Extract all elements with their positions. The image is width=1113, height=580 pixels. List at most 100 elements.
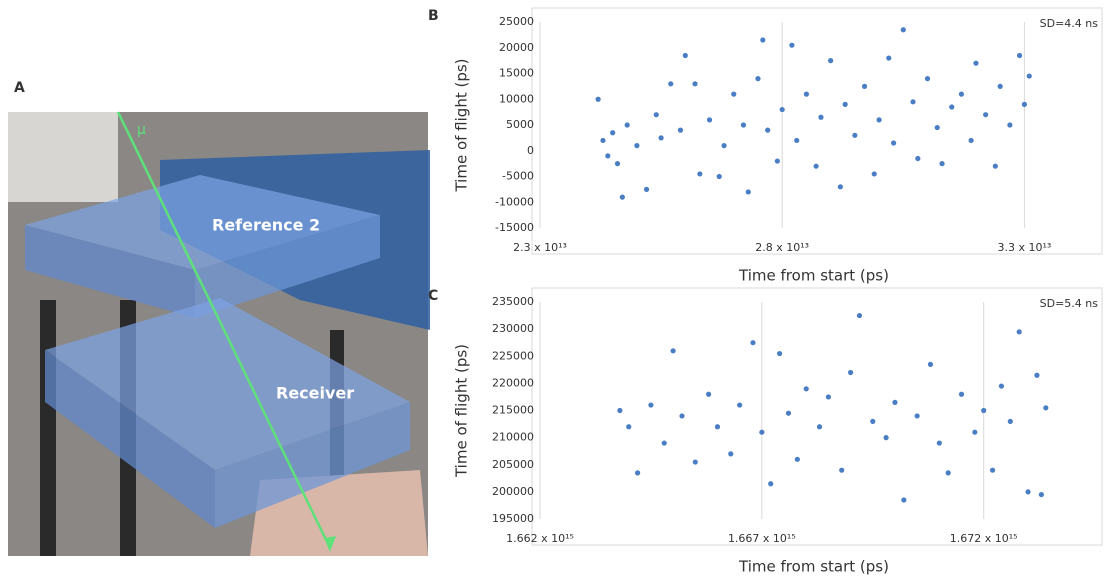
point <box>760 37 766 43</box>
point <box>706 391 712 397</box>
point <box>658 135 664 141</box>
point <box>949 104 955 110</box>
point <box>1026 73 1032 79</box>
y-tick-label: 210000 <box>492 431 534 444</box>
point <box>958 391 965 397</box>
point <box>945 470 951 476</box>
point <box>852 132 858 138</box>
reference-box-side <box>25 225 195 318</box>
point <box>803 91 810 97</box>
x-tick-label: 2.8 x 10¹³ <box>755 241 809 254</box>
point <box>870 418 876 424</box>
point <box>721 143 727 149</box>
y-tick-label: -15000 <box>495 221 534 234</box>
point <box>992 163 998 169</box>
point <box>901 497 907 503</box>
reference-label: Reference 2 <box>212 216 320 235</box>
point <box>1016 52 1023 59</box>
point <box>692 81 698 87</box>
receiver-box-top <box>45 298 410 470</box>
point <box>813 163 819 169</box>
point <box>828 58 834 64</box>
point <box>973 60 979 66</box>
y-tick-label: 215000 <box>492 404 534 417</box>
y-tick-label: 200000 <box>492 485 534 498</box>
point <box>706 117 713 123</box>
receiver-box-front <box>215 402 410 528</box>
point <box>936 440 942 446</box>
point <box>968 137 974 144</box>
point <box>794 137 800 144</box>
annotation: SD=5.4 ns <box>1040 297 1099 310</box>
point <box>624 122 630 128</box>
y-tick-label: 220000 <box>492 376 534 389</box>
x-tick-label: 1.667 x 10¹⁵ <box>728 532 796 545</box>
point <box>794 456 800 462</box>
point <box>939 161 945 167</box>
point <box>677 127 684 133</box>
point <box>1034 372 1040 378</box>
point <box>981 407 987 414</box>
receiver-box-side <box>45 350 215 528</box>
point <box>692 459 698 465</box>
y-tick-label: -10000 <box>495 195 534 208</box>
point <box>737 402 743 408</box>
point <box>1021 101 1028 107</box>
point <box>816 424 823 430</box>
point <box>595 96 601 102</box>
point <box>765 127 771 133</box>
point <box>731 91 737 97</box>
point <box>661 440 667 446</box>
photo: A μ Reference 2 Receiver <box>8 80 430 556</box>
y-tick-label: 0 <box>527 144 534 157</box>
point <box>614 161 621 167</box>
muon-track <box>116 111 332 549</box>
point <box>619 194 625 200</box>
point <box>716 173 722 180</box>
point <box>682 52 688 59</box>
point <box>803 386 809 392</box>
point <box>785 410 792 416</box>
point <box>617 407 623 414</box>
point <box>998 383 1005 389</box>
point <box>759 429 765 435</box>
point <box>789 42 795 48</box>
point <box>997 83 1003 89</box>
chart-frame <box>531 7 1103 255</box>
point <box>856 312 863 319</box>
point <box>679 413 685 419</box>
y-tick-label: 235000 <box>492 295 534 308</box>
point <box>891 140 897 146</box>
point <box>892 399 898 405</box>
point <box>605 153 611 159</box>
point <box>728 451 734 457</box>
point <box>668 81 674 87</box>
y-tick-label: 205000 <box>492 458 534 471</box>
x-tick-label: 3.3 x 10¹³ <box>997 241 1051 254</box>
point <box>1016 329 1022 335</box>
point <box>989 467 996 473</box>
panel-label: B <box>428 8 439 24</box>
point <box>750 340 756 346</box>
point <box>886 55 892 61</box>
point <box>697 171 703 177</box>
point <box>635 470 641 476</box>
point <box>983 112 989 118</box>
stand-leg <box>40 300 56 556</box>
point <box>714 424 721 430</box>
point <box>924 76 931 82</box>
y-axis-title: Time of flight (ps) <box>453 58 471 192</box>
y-tick-label: 5000 <box>506 118 534 131</box>
panel-label: C <box>428 288 438 304</box>
x-axis-title: Time from start (ps) <box>738 267 889 285</box>
point <box>1043 405 1049 411</box>
reference-box-front <box>195 215 380 318</box>
x-tick-label: 1.672 x 10¹⁵ <box>950 532 1018 545</box>
point <box>842 101 848 107</box>
panel-label: A <box>14 80 25 96</box>
point <box>643 186 650 192</box>
point <box>910 99 916 105</box>
point <box>648 402 654 408</box>
muon-arrow <box>324 536 336 552</box>
